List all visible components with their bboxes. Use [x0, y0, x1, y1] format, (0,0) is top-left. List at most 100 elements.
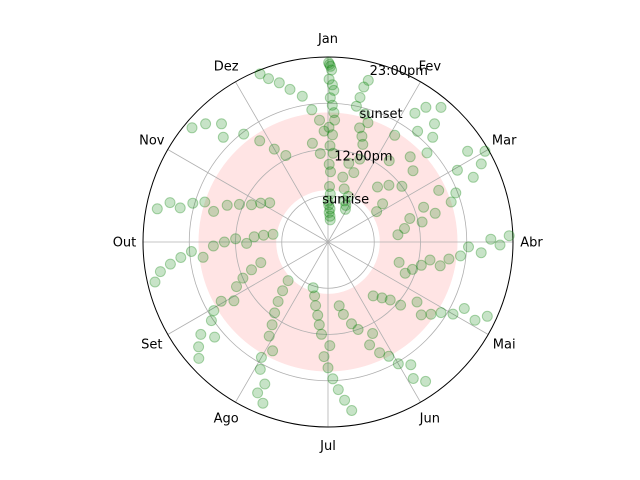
data-point [248, 231, 260, 243]
data-point [424, 254, 436, 266]
data-point [503, 230, 515, 242]
data-point [185, 246, 197, 257]
data-point [435, 307, 447, 319]
data-point [469, 314, 481, 326]
angular-tick-label: Fev [419, 59, 442, 74]
data-point [326, 64, 338, 76]
angular-gridline [235, 81, 329, 243]
angular-tick-label: Out [113, 236, 137, 251]
data-point [377, 198, 389, 210]
angular-gridline [327, 241, 421, 403]
data-point [195, 328, 207, 340]
data-point [193, 352, 205, 364]
data-point [209, 331, 221, 343]
data-point [416, 216, 428, 228]
data-point [325, 60, 336, 72]
data-point [409, 107, 421, 119]
data-point [479, 145, 491, 157]
data-point [343, 157, 355, 169]
data-point [306, 137, 318, 149]
data-point [458, 303, 470, 314]
data-point [277, 285, 289, 297]
data-point [340, 199, 352, 211]
data-point [455, 250, 466, 262]
data-point [255, 351, 267, 363]
data-point [350, 100, 362, 112]
data-point [407, 373, 419, 384]
data-point [332, 384, 344, 396]
data-point [266, 319, 278, 331]
data-point [425, 308, 437, 320]
data-point [383, 179, 395, 191]
data-point [326, 99, 338, 111]
data-point [221, 199, 233, 211]
angular-tick-label: Jan [317, 32, 338, 47]
data-point [421, 147, 433, 159]
angular-tick-label: Jun [419, 412, 440, 427]
data-point [339, 195, 351, 207]
data-point [462, 145, 474, 157]
data-point [218, 236, 230, 248]
data-point [312, 309, 324, 321]
data-point [362, 117, 374, 129]
data-point [323, 199, 335, 211]
tick-labels: Jan Fev Mar Abr Mai Jun Jul Ago Set Out Nov Dez sunr… [113, 32, 544, 454]
data-point [324, 210, 336, 222]
data-point [326, 79, 338, 91]
data-point [324, 214, 336, 226]
data-point [389, 129, 401, 141]
data-point [324, 92, 336, 104]
data-point [325, 166, 336, 178]
angular-gridline [327, 241, 489, 335]
data-point [324, 58, 335, 70]
data-point [371, 206, 383, 218]
data-point [199, 196, 211, 208]
data-point [451, 164, 463, 176]
data-point [284, 83, 296, 95]
data-point [359, 108, 371, 120]
data-point [339, 203, 351, 215]
data-point [362, 74, 374, 86]
data-point [327, 147, 339, 159]
data-point [337, 171, 349, 183]
data-point [427, 131, 439, 143]
data-point [257, 397, 269, 409]
data-point [230, 233, 242, 245]
data-point [481, 310, 493, 322]
data-point [463, 241, 474, 253]
data-point [338, 183, 350, 195]
data-point [327, 129, 338, 141]
data-point [420, 375, 432, 387]
data-point [324, 140, 336, 152]
data-point [412, 125, 424, 137]
data-point [255, 197, 267, 209]
data-point [273, 77, 285, 89]
data-point [197, 251, 209, 263]
data-point [367, 290, 379, 302]
data-point [367, 328, 379, 339]
data-point [399, 267, 411, 279]
data-point [217, 131, 229, 143]
data-point [200, 118, 212, 130]
angular-gridline [235, 241, 329, 403]
data-point [231, 281, 242, 293]
data-point [443, 253, 455, 265]
data-point [309, 290, 321, 302]
angular-gridline [327, 149, 489, 243]
data-point [358, 81, 370, 93]
data-point [328, 84, 340, 96]
data-point [393, 256, 405, 268]
data-point [328, 107, 340, 119]
angular-tick-label: Jul [319, 439, 336, 454]
data-point [314, 148, 326, 159]
data-point [323, 73, 335, 85]
data-point [383, 155, 395, 167]
data-point [318, 125, 330, 137]
data-point [354, 122, 366, 134]
data-point [411, 296, 423, 308]
data-point [174, 202, 186, 214]
data-point [264, 197, 276, 209]
data-point [316, 328, 327, 340]
data-point [396, 180, 408, 192]
